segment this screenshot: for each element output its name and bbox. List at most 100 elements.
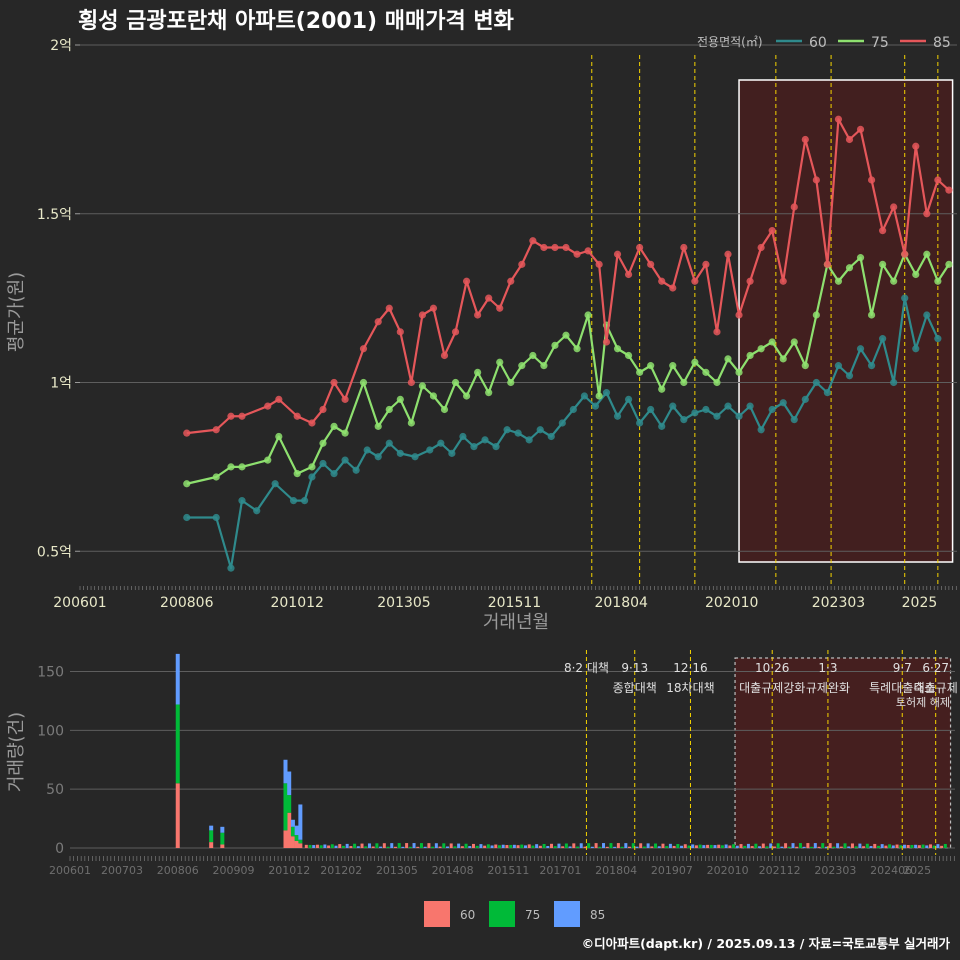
- volume-bar-small: [691, 844, 695, 848]
- data-point-60: [253, 507, 261, 515]
- data-point-60: [212, 513, 220, 522]
- volume-bar-small: [683, 844, 687, 848]
- volume-bar-small: [535, 844, 539, 848]
- data-point-85: [912, 142, 920, 150]
- data-point-75: [636, 368, 644, 376]
- x-tick-label: 202303: [812, 595, 865, 611]
- volume-bar-small: [516, 845, 520, 848]
- data-point-85: [212, 426, 220, 434]
- volume-x-tick-label: 200601: [49, 864, 91, 877]
- volume-bar-small: [338, 844, 342, 848]
- data-point-60: [341, 456, 349, 464]
- volume-bar-small: [341, 845, 345, 848]
- volume-bar-small: [471, 843, 475, 848]
- data-point-75: [396, 395, 404, 403]
- volume-bar-small: [750, 846, 754, 848]
- legend-label-75: 75: [871, 35, 889, 51]
- volume-bar-small: [876, 845, 880, 848]
- legend-label-85: 85: [933, 35, 951, 51]
- data-point-85: [562, 243, 570, 252]
- data-point-85: [551, 243, 559, 252]
- data-point-60: [757, 426, 765, 434]
- data-point-60: [459, 432, 467, 441]
- data-point-75: [691, 358, 699, 366]
- data-point-75: [812, 311, 820, 319]
- volume-bar-small: [594, 843, 598, 848]
- data-point-75: [713, 378, 721, 387]
- data-point-75: [341, 429, 349, 437]
- y-tick-label: 2억: [50, 38, 72, 54]
- volume-bar-small: [579, 843, 583, 848]
- data-point-60: [385, 439, 393, 447]
- data-point-85: [790, 203, 798, 211]
- footer-credit: ©디아파트(dapt.kr) / 2025.09.13 / 자료=국토교통부 실…: [582, 936, 951, 951]
- data-point-85: [385, 304, 393, 312]
- volume-bar-small: [862, 846, 866, 848]
- data-point-60: [812, 378, 820, 387]
- data-point-75: [374, 422, 382, 430]
- data-point-60: [289, 497, 298, 505]
- data-point-60: [569, 405, 577, 414]
- volume-bar-small: [445, 846, 449, 848]
- volume-bar-small: [776, 843, 780, 848]
- policy-label-date: 12·16: [673, 661, 707, 675]
- data-point-60: [547, 432, 555, 441]
- data-point-75: [330, 422, 338, 430]
- data-point-60: [503, 426, 511, 434]
- data-point-85: [669, 284, 677, 292]
- volume-bar-small: [419, 843, 423, 848]
- volume-bar-small: [479, 844, 483, 848]
- volume-bar-small: [754, 843, 758, 848]
- volume-bar-small: [620, 846, 624, 848]
- data-point-75: [912, 270, 920, 279]
- data-point-85: [658, 277, 666, 285]
- volume-bar-85: [287, 771, 292, 796]
- data-point-60: [183, 513, 191, 522]
- x-tick-label: 200601: [53, 595, 106, 611]
- volume-bar-small: [698, 844, 702, 848]
- volume-bar-60: [287, 812, 292, 848]
- volume-bar-small: [928, 844, 932, 848]
- legend-label-60: 60: [809, 35, 827, 51]
- chart-title: 횡성 금광포란채 아파트(2001) 매매가격 변화: [78, 9, 514, 34]
- x-tick-label: 201804: [594, 595, 648, 611]
- data-point-75: [359, 378, 368, 387]
- data-point-75: [856, 254, 865, 262]
- volume-bar-small: [501, 844, 505, 848]
- volume-bar-small: [542, 843, 546, 848]
- volume-bar-small: [836, 843, 840, 848]
- volume-bar-small: [327, 845, 331, 848]
- volume-bar-small: [746, 843, 750, 848]
- data-point-85: [374, 318, 382, 326]
- volume-bar-small: [936, 844, 940, 848]
- volume-bar-small: [843, 843, 847, 848]
- data-point-60: [319, 459, 327, 468]
- volume-bar-85: [283, 759, 288, 784]
- volume-x-tick-label: 201511: [487, 864, 529, 877]
- data-point-60: [669, 402, 677, 410]
- data-point-75: [624, 351, 633, 360]
- data-point-75: [680, 378, 688, 387]
- data-point-85: [496, 304, 504, 312]
- volume-bar-small: [694, 845, 698, 848]
- volume-bar-small: [490, 845, 494, 848]
- volume-bar-small: [468, 846, 472, 848]
- policy-label-date: 9·13: [621, 661, 648, 675]
- volume-legend-swatch-75: [489, 901, 515, 927]
- data-point-85: [319, 405, 327, 414]
- data-point-60: [647, 405, 655, 414]
- volume-bar-small: [888, 844, 892, 848]
- volume-bar-small: [423, 846, 427, 848]
- volume-bar-85: [175, 653, 180, 705]
- data-point-75: [474, 368, 482, 376]
- volume-bar-small: [312, 845, 316, 848]
- data-point-85: [901, 250, 909, 258]
- volume-bar-small: [624, 843, 628, 848]
- volume-x-tick-label: 201408: [432, 864, 474, 877]
- volume-x-tick-label: 201012: [268, 864, 310, 877]
- volume-bar-small: [568, 846, 572, 848]
- data-point-85: [238, 412, 246, 420]
- volume-bar-small: [717, 844, 721, 848]
- volume-bar-small: [824, 846, 828, 848]
- policy-label-date: 9·7: [893, 661, 912, 675]
